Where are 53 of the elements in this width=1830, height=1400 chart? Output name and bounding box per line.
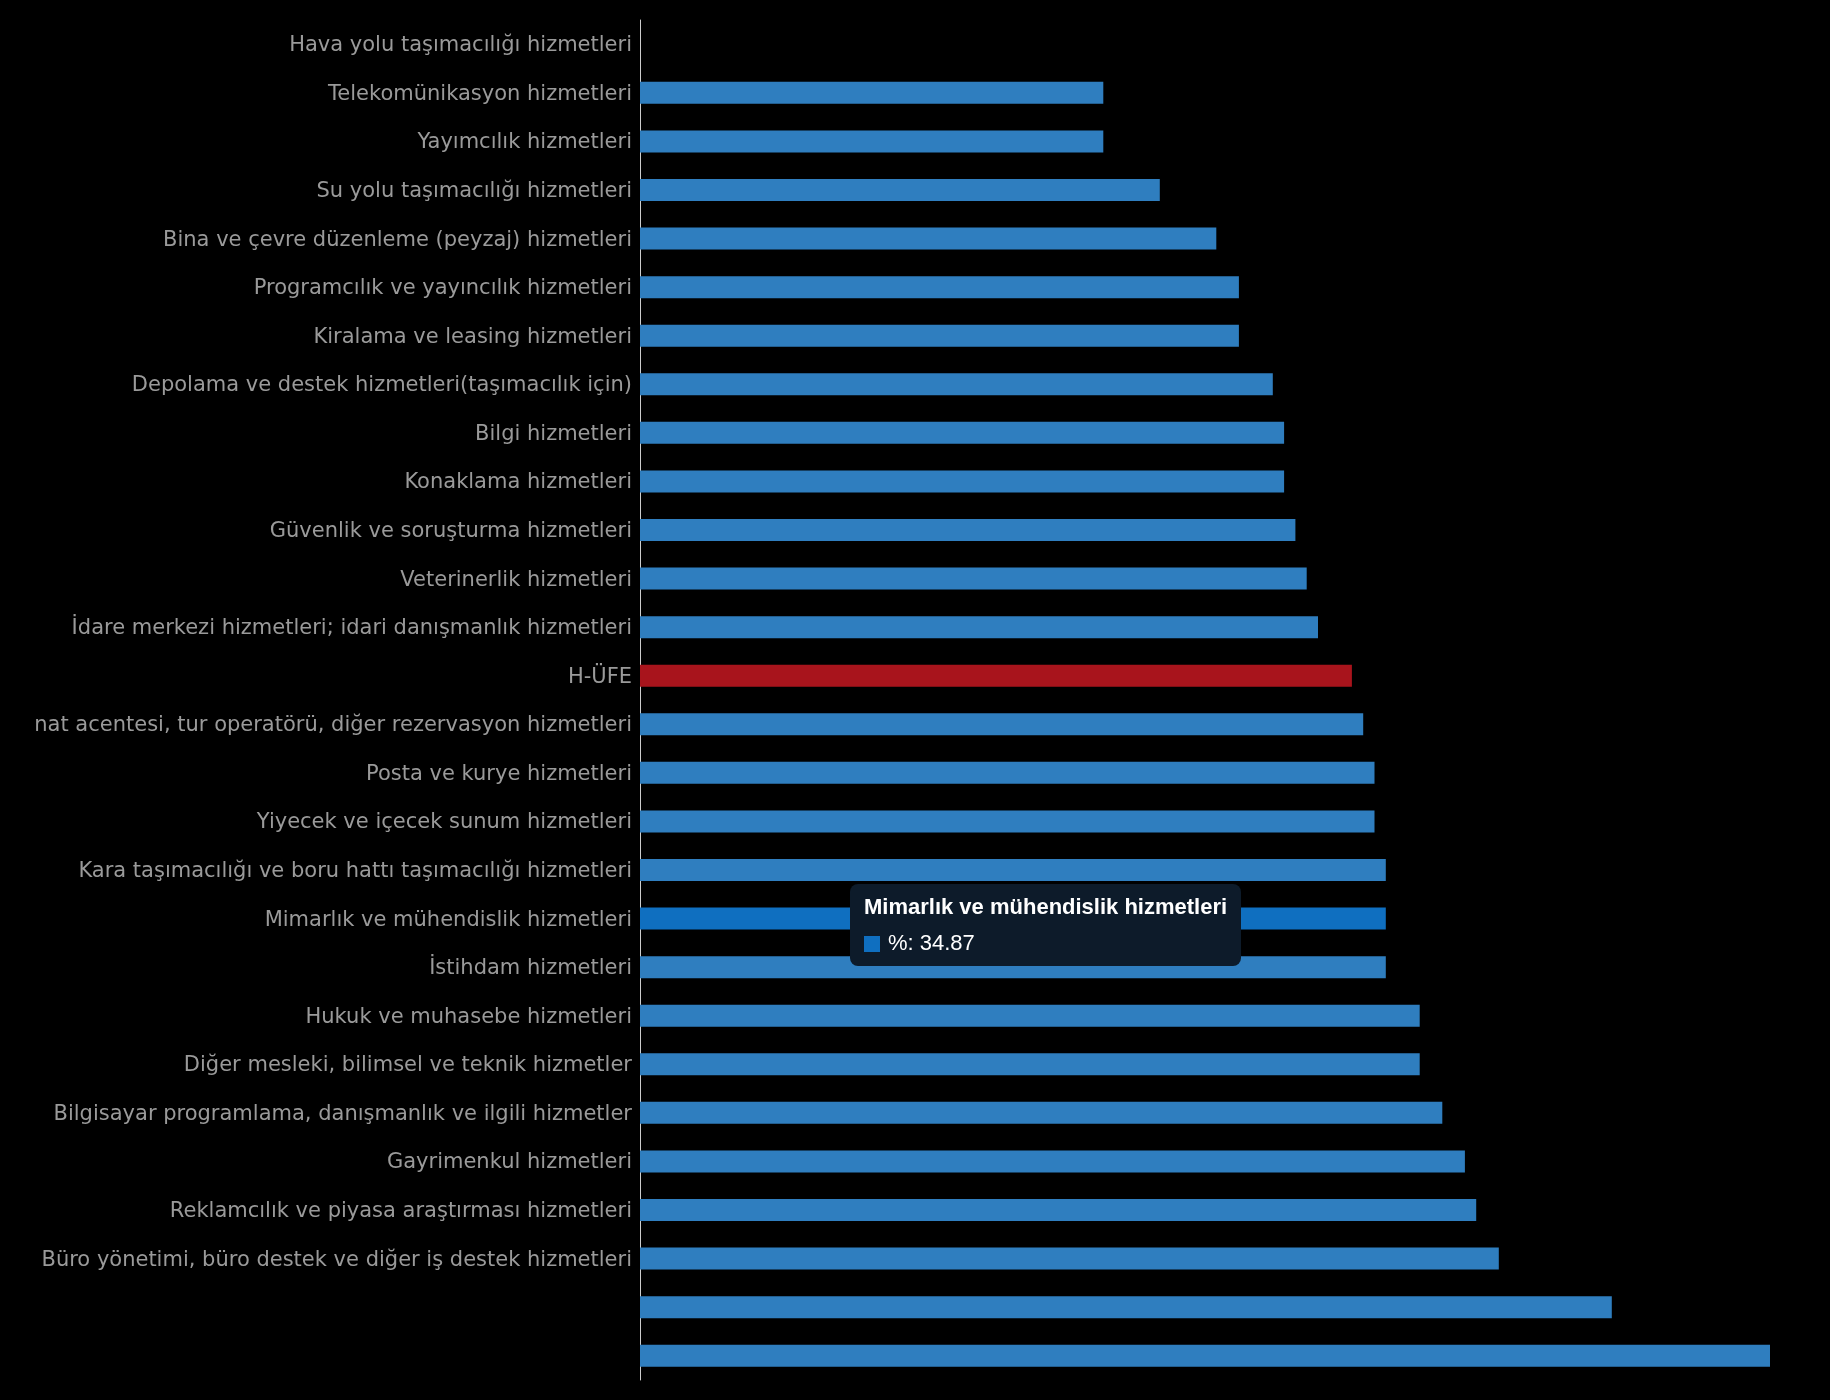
bar (640, 470, 1285, 493)
bar (640, 1150, 1465, 1173)
bar (640, 373, 1273, 396)
bar (640, 810, 1375, 833)
y-tick-label: Güvenlik ve soruşturma hizmetleri (269, 518, 632, 542)
bar (640, 179, 1160, 201)
bar (640, 616, 1318, 639)
y-tick-label: H-ÜFE (567, 662, 632, 688)
y-tick-label: Bilgi hizmetleri (475, 420, 632, 445)
y-tick-label: Telekomünikasyon hizmetleri (327, 80, 632, 105)
bar (640, 519, 1296, 541)
y-tick-label: Hukuk ve muhasebe hizmetleri (305, 1003, 632, 1028)
y-tick-label: Programcılık ve yayıncılık hizmetleri (253, 275, 632, 300)
bar (640, 1101, 1443, 1124)
bar (640, 81, 1104, 104)
y-tick-label: Bina ve çevre düzenleme (peyzaj) hizmetleri (163, 226, 632, 251)
y-tick-label: Kiralama ve leasing hizmetleri (313, 323, 632, 348)
y-tick-label: Hava yolu taşımacılığı hizmetleri (289, 32, 632, 57)
annotation: Mimarlık ve mühendislik hizmetleri (864, 894, 1228, 920)
y-tick-label: Su yolu taşımacılığı hizmetleri (316, 178, 632, 202)
y-tick-label: Yiyecek ve içecek sunum hizmetleri (255, 809, 632, 834)
y-tick-label: Kara taşımacılığı ve boru hattı taşımacılığı hizmetleri (78, 858, 632, 882)
bar (640, 276, 1239, 299)
y-tick-label: Yayımcılık hizmetleri (416, 129, 632, 154)
y-tick-label: Mimarlık ve mühendislik hizmetleri (264, 906, 632, 931)
bar (640, 421, 1285, 444)
bar (640, 1247, 1499, 1270)
bar (640, 130, 1104, 153)
y-tick-label: Bilgisayar programlama, danışmanlık ve ilgili hizmetler (53, 1100, 633, 1125)
y-tick-label: İdare merkezi hizmetleri; idari danışmanlık hizmetleri (71, 614, 632, 640)
bar (640, 664, 1352, 687)
bar (640, 227, 1217, 250)
y-tick-label: Reklamcılık ve piyasa araştırması hizmetleri (169, 1198, 632, 1222)
y-tick-label: Diğer mesleki, bilimsel ve teknik hizmetler (183, 1052, 633, 1077)
bar (640, 1344, 1770, 1367)
y-tick-label: Veterinerlik hizmetleri (400, 566, 632, 591)
y-tick-label: Posta ve kurye hizmetleri (366, 760, 632, 785)
y-tick-label: nat acentesi, tur operatörü, diğer rezervasyon hizmetleri (34, 712, 632, 737)
bar (640, 324, 1239, 347)
bar (640, 761, 1375, 784)
bar (640, 859, 1386, 881)
bar (640, 1199, 1477, 1221)
y-tick-label: Gayrimenkul hizmetleri (386, 1149, 632, 1174)
y-tick-label: İstihdam hizmetleri (429, 954, 632, 980)
annotation: %: 34.87 (888, 930, 975, 955)
y-tick-label: Depolama ve destek hizmetleri(taşımacılık için) (131, 372, 632, 397)
y-tick-label: Konaklama hizmetleri (404, 469, 632, 494)
bar (640, 1053, 1420, 1076)
bar (640, 1296, 1612, 1319)
bar (640, 713, 1364, 736)
bar (640, 1004, 1420, 1027)
y-tick-label: Büro yönetimi, büro destek ve diğer iş destek hizmetleri (41, 1246, 632, 1271)
bar (640, 567, 1307, 590)
